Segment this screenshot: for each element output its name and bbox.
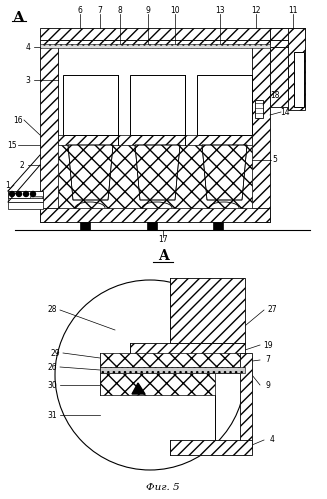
Bar [8, 191, 43, 198]
Bar [270, 47, 305, 107]
Circle shape [9, 192, 14, 197]
Text: 13: 13 [215, 5, 225, 14]
Text: 18: 18 [270, 90, 280, 99]
Bar [40, 40, 270, 47]
Text: 7: 7 [266, 355, 270, 364]
Circle shape [24, 192, 28, 197]
Text: 28: 28 [47, 305, 57, 314]
Text: 12: 12 [251, 5, 261, 14]
Bar [170, 440, 252, 455]
Bar [270, 28, 288, 40]
Text: 19: 19 [263, 340, 273, 349]
Bar [8, 198, 43, 202]
Bar [100, 367, 245, 373]
Bar [30, 196, 42, 201]
Bar [270, 28, 305, 40]
Bar [63, 75, 118, 135]
Circle shape [30, 192, 36, 197]
Bar [58, 135, 252, 145]
Bar [170, 278, 245, 343]
Bar [40, 28, 270, 40]
Bar [100, 353, 245, 367]
Text: 9: 9 [146, 5, 150, 14]
Text: 8: 8 [118, 5, 122, 14]
Bar [252, 47, 270, 222]
Text: 15: 15 [7, 141, 17, 150]
Polygon shape [135, 145, 180, 200]
Bar [40, 47, 58, 222]
Text: 10: 10 [170, 5, 180, 14]
Text: 16: 16 [13, 115, 23, 124]
Text: 4: 4 [269, 436, 274, 445]
Bar [197, 75, 252, 135]
Text: 1: 1 [6, 181, 10, 190]
Text: 7: 7 [97, 5, 102, 14]
Bar [294, 52, 304, 107]
Bar [80, 222, 90, 230]
Text: A: A [12, 11, 24, 25]
Text: 3: 3 [26, 75, 30, 84]
Text: 5: 5 [273, 156, 277, 165]
Bar [213, 222, 223, 230]
Bar [130, 75, 185, 135]
Text: 2: 2 [20, 161, 25, 170]
Bar [240, 353, 252, 448]
Text: 9: 9 [266, 381, 270, 390]
Text: 27: 27 [267, 305, 277, 314]
Bar [58, 145, 252, 208]
Text: 11: 11 [288, 5, 298, 14]
Bar [288, 28, 305, 110]
Bar [100, 373, 215, 395]
Bar [255, 100, 263, 118]
Text: A: A [158, 249, 168, 263]
Text: 14: 14 [280, 107, 290, 116]
Text: 26: 26 [47, 362, 57, 371]
Bar [8, 202, 43, 209]
Text: 30: 30 [47, 381, 57, 390]
Polygon shape [132, 383, 145, 394]
Text: 4: 4 [26, 42, 30, 51]
Bar [40, 44, 270, 48]
Circle shape [16, 192, 22, 197]
Bar [40, 208, 270, 222]
Polygon shape [68, 145, 113, 200]
Bar [288, 60, 304, 100]
Bar [147, 222, 157, 230]
Bar [130, 343, 245, 361]
Text: 31: 31 [47, 411, 57, 420]
Bar [270, 40, 288, 47]
Text: 17: 17 [158, 236, 168, 245]
Polygon shape [202, 145, 247, 200]
Text: Фиг. 5: Фиг. 5 [146, 483, 180, 492]
Text: 29: 29 [50, 348, 60, 357]
Text: 6: 6 [77, 5, 82, 14]
